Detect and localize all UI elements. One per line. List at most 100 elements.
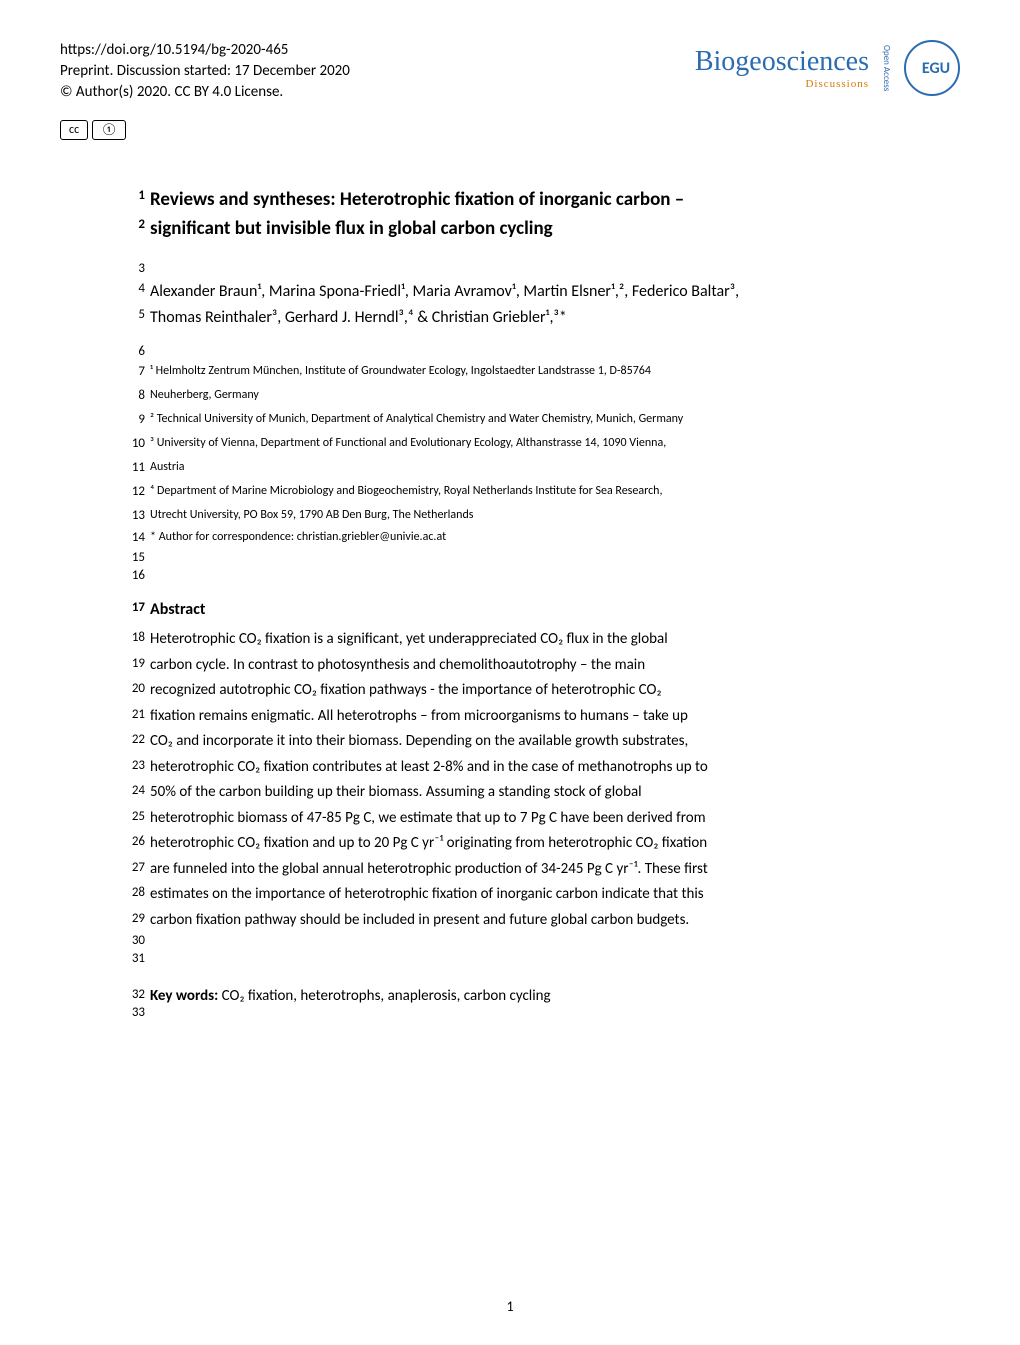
line-number: 23 [120,755,145,777]
journal-branding: Biogeosciences Discussions Open Access E… [695,40,960,96]
by-icon: ① [92,120,126,140]
blank-line: 16 [150,568,870,586]
abstract-text: are funneled into the global annual hete… [150,860,708,878]
abstract-text: estimates on the importance of heterotro… [150,885,704,903]
abstract-heading: 17 Abstract [150,600,870,619]
abstract-text: 50% of the carbon building up their biom… [150,783,642,801]
abstract-line: 28estimates on the importance of heterot… [150,882,870,908]
journal-name: Biogeosciences [695,46,869,78]
keywords-label: Key words: [150,987,222,1005]
affiliation-text: ⁴ Department of Marine Microbiology and … [150,484,662,498]
title-line-2: 2 significant but invisible flux in glob… [150,215,870,244]
author-line-1: 4 Alexander Braun¹, Marina Spona-Friedl¹… [150,279,870,305]
affiliation-2: 9 ² Technical University of Munich, Depa… [150,410,870,428]
blank-line: 33 [150,1005,870,1023]
line-number: 5 [120,305,145,326]
main-content: 1 Reviews and syntheses: Heterotrophic f… [0,146,1020,1043]
blank-line: 6 [150,344,870,362]
abstract-text: recognized autotrophic CO₂ fixation path… [150,681,661,699]
line-number: 30 [120,933,145,948]
abstract-line: 29carbon fixation pathway should be incl… [150,908,870,934]
abstract-text: heterotrophic biomass of 47-85 Pg C, we … [150,809,706,827]
line-number: 14 [120,530,145,545]
abstract-text: fixation remains enigmatic. All heterotr… [150,707,688,725]
line-number: 19 [120,653,145,675]
line-number: 15 [120,550,145,565]
preprint-header: https://doi.org/10.5194/bg-2020-465 Prep… [0,0,1020,113]
line-number: 1 [120,186,145,206]
line-number: 31 [120,951,145,966]
line-number: 13 [120,506,145,526]
line-number: 3 [120,261,145,276]
header-metadata: https://doi.org/10.5194/bg-2020-465 Prep… [60,40,350,103]
abstract-text: carbon cycle. In contrast to photosynthe… [150,656,645,674]
line-number: 12 [120,482,145,502]
abstract-text: heterotrophic CO₂ fixation contributes a… [150,758,708,776]
line-number: 25 [120,806,145,828]
line-number: 21 [120,704,145,726]
affiliation-text: Utrecht University, PO Box 59, 1790 AB D… [150,508,473,522]
line-number: 18 [120,627,145,649]
line-number: 10 [120,434,145,454]
line-number: 28 [120,882,145,904]
egu-logo-text: EGU [922,59,950,78]
title-text-2: significant but invisible flux in global… [150,217,553,240]
abstract-line: 25heterotrophic biomass of 47-85 Pg C, w… [150,806,870,832]
abstract-text: carbon fixation pathway should be includ… [150,911,689,929]
abstract-text: heterotrophic CO₂ fixation and up to 20 … [150,834,707,852]
affiliation-4a: 12 ⁴ Department of Marine Microbiology a… [150,482,870,500]
line-number: 20 [120,678,145,700]
line-number: 2 [120,215,145,235]
blank-line: 31 [150,951,870,969]
line-number: 17 [120,600,145,615]
line-number: 32 [120,987,145,1002]
affiliation-text: ² Technical University of Munich, Depart… [150,412,683,426]
line-number: 9 [120,410,145,430]
page-number: 1 [0,1298,1020,1315]
abstract-text: CO₂ and incorporate it into their biomas… [150,732,688,750]
affiliation-1b: 8 Neuherberg, Germany [150,386,870,404]
affiliation-1a: 7 ¹ Helmholtz Zentrum München, Institute… [150,362,870,380]
abstract-line: 21fixation remains enigmatic. All hetero… [150,704,870,730]
affiliation-text: Austria [150,460,185,474]
abstract-line: 19carbon cycle. In contrast to photosynt… [150,653,870,679]
line-number: 4 [120,279,145,300]
author-line-2: 5 Thomas Reinthaler³, Gerhard J. Herndl³… [150,305,870,331]
journal-subtitle: Discussions [695,78,869,90]
paper-title: 1 Reviews and syntheses: Heterotrophic f… [150,186,870,243]
title-line-1: 1 Reviews and syntheses: Heterotrophic f… [150,186,870,215]
line-number: 22 [120,729,145,751]
title-text-1: Reviews and syntheses: Heterotrophic fix… [150,188,684,211]
line-number: 33 [120,1005,145,1020]
egu-logo: EGU [904,40,960,96]
abstract-line: 20recognized autotrophic CO₂ fixation pa… [150,678,870,704]
abstract-line: 2450% of the carbon building up their bi… [150,780,870,806]
line-number: 24 [120,780,145,802]
authors-text-2: Thomas Reinthaler³, Gerhard J. Herndl³,⁴… [150,308,567,327]
abstract-heading-text: Abstract [150,600,205,619]
line-number: 7 [120,362,145,382]
abstract-line: 26heterotrophic CO₂ fixation and up to 2… [150,831,870,857]
affiliation-text: ¹ Helmholtz Zentrum München, Institute o… [150,364,651,378]
abstract-line: 18Heterotrophic CO₂ fixation is a signif… [150,627,870,653]
author-list: 4 Alexander Braun¹, Marina Spona-Friedl¹… [150,279,870,330]
correspondence: 14 * Author for correspondence: christia… [150,530,870,544]
abstract-body: 18Heterotrophic CO₂ fixation is a signif… [150,627,870,933]
doi-link[interactable]: https://doi.org/10.5194/bg-2020-465 [60,40,350,61]
journal-brand-block: Biogeosciences Discussions [695,46,869,90]
affiliation-3b: 11 Austria [150,458,870,476]
line-number: 6 [120,344,145,359]
authors-text-1: Alexander Braun¹, Marina Spona-Friedl¹, … [150,282,739,301]
blank-line: 3 [150,261,870,279]
open-access-label: Open Access [881,45,892,91]
line-number: 8 [120,386,145,406]
correspondence-text: * Author for correspondence: christian.g… [150,530,446,544]
abstract-line: 22CO₂ and incorporate it into their biom… [150,729,870,755]
line-number: 27 [120,857,145,879]
line-number: 26 [120,831,145,853]
affiliation-text: ³ University of Vienna, Department of Fu… [150,436,666,450]
abstract-line: 23heterotrophic CO₂ fixation contributes… [150,755,870,781]
line-number: 29 [120,908,145,930]
copyright-line: © Author(s) 2020. CC BY 4.0 License. [60,82,350,103]
affiliation-4b: 13 Utrecht University, PO Box 59, 1790 A… [150,506,870,524]
